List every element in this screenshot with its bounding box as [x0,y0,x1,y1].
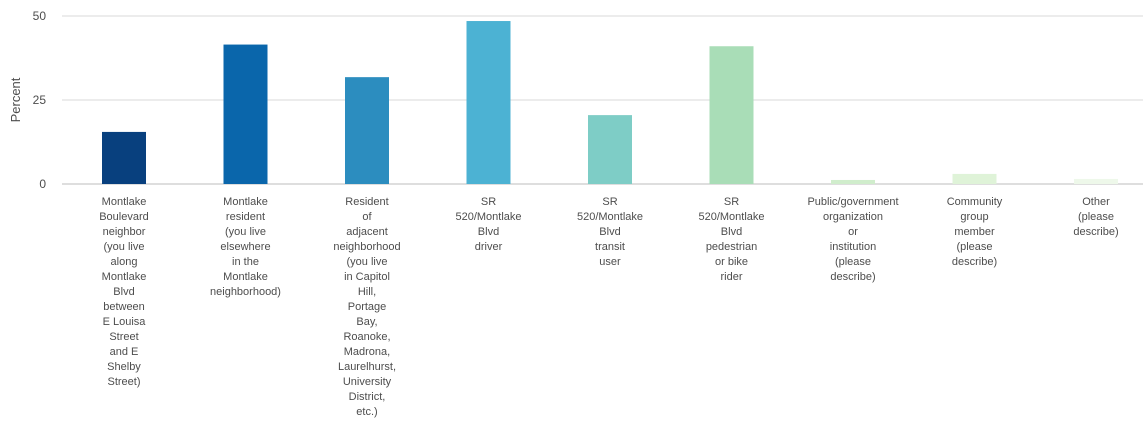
category-label-line: Blvd [113,286,134,298]
category-label-line: transit [595,241,625,253]
category-label-line: SR [724,196,739,208]
y-tick-labels: 0 25 50 [33,9,47,191]
category-label-line: Blvd [478,226,499,238]
category-label-line: elsewhere [220,241,270,253]
category-label-line: E Louisa [103,316,147,328]
category-label-line: Community [947,196,1003,208]
category-label-line: Madrona, [344,346,390,358]
category-label-line: Hill, [358,286,376,298]
category-label-line: District, [349,391,386,403]
category-label-line: Shelby [107,361,141,373]
category-label-line: along [111,256,138,268]
category-label-line: Boulevard [99,211,149,223]
category-label-line: Portage [348,301,387,313]
category-label-line: Montlake [102,271,147,283]
category-label: Montlake Boulevard neighbor (you live along M… [99,196,149,388]
category-label-line: Montlake [223,271,268,283]
category-label-line: rider [720,271,742,283]
category-label-line: (you live [225,226,266,238]
bar [831,179,875,184]
category-label-line: group [960,211,988,223]
category-label: SR 520/Montlake Blvd transit user [577,196,643,268]
category-label-line: describe) [1073,226,1118,238]
category-label-line: Blvd [721,226,742,238]
category-label-line: Street) [107,376,140,388]
category-label-line: Other [1082,196,1110,208]
category-label-line: member [954,226,995,238]
bar [1074,178,1118,184]
category-label-line: (please [835,256,871,268]
bars [102,21,1118,185]
category-label-line: or bike [715,256,748,268]
category-label-line: in Capitol [344,271,390,283]
category-label: Montlake resident (you live elsewhere in the… [210,196,281,298]
category-label-line: resident [226,211,265,223]
category-label: SR 520/Montlake Blvd pedestrian or bike rider [698,196,764,283]
category-label-line: Laurelhurst, [338,361,396,373]
category-label-line: neighborhood [333,241,400,253]
category-label-line: Resident [345,196,388,208]
category-label-line: describe) [830,271,875,283]
category-label-line: 520/Montlake [698,211,764,223]
bar [466,21,511,185]
bar [345,77,389,184]
category-label-line: and E [110,346,139,358]
category-label-line: pedestrian [706,241,757,253]
y-tick-label: 25 [33,93,47,107]
category-label-line: (please [1078,211,1114,223]
category-label-line: (please [956,241,992,253]
y-tick-label: 50 [33,9,47,23]
category-label-line: Roanoke, [343,331,390,343]
category-label-line: SR [481,196,496,208]
category-label-line: organization [823,211,883,223]
category-label-line: 520/Montlake [455,211,521,223]
category-label: SR 520/Montlake Blvd driver [455,196,521,253]
category-label-line: in the [232,256,259,268]
bar [223,44,268,185]
category-label-line: Blvd [599,226,620,238]
category-label-line: describe) [952,256,997,268]
category-label-line: adjacent [346,226,388,238]
category-label: Community group member (please describe) [947,196,1003,268]
category-label: Resident of adjacent neighborhood (you live i… [333,196,400,418]
category-label: Public/government organization or instituti… [807,196,898,283]
category-label-line: of [362,211,372,223]
category-label-line: SR [602,196,617,208]
category-label-line: 520/Montlake [577,211,643,223]
category-label-line: Montlake [102,196,147,208]
y-axis-title: Percent [8,77,23,122]
category-label-line: neighbor [103,226,146,238]
category-label-line: (you live [104,241,145,253]
category-label-line: Street [109,331,138,343]
category-label-line: etc.) [356,406,377,418]
category-label-line: institution [830,241,876,253]
category-label-line: University [343,376,392,388]
bar [709,46,754,184]
category-label-line: driver [475,241,503,253]
category-label-line: (you live [347,256,388,268]
category-label-line: neighborhood) [210,286,281,298]
y-tick-label: 0 [39,177,46,191]
bar [102,131,146,184]
category-labels: Montlake Boulevard neighbor (you live along M… [99,196,1118,418]
category-label: Other (please describe) [1073,196,1118,238]
category-label-line: between [103,301,145,313]
bar [952,173,997,184]
category-label-line: or [848,226,858,238]
category-label-line: Bay, [356,316,377,328]
category-label-line: user [599,256,621,268]
bar [588,115,632,184]
category-label-line: Public/government [807,196,898,208]
category-label-line: Montlake [223,196,268,208]
